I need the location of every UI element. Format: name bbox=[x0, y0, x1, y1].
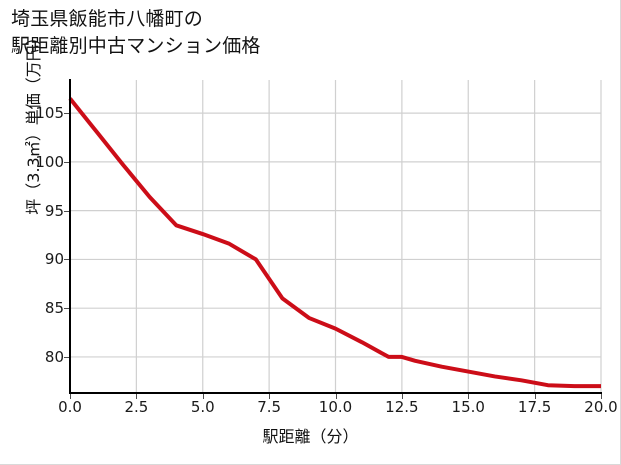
price-line-series bbox=[68, 97, 601, 389]
y-tick-label: 80 bbox=[44, 347, 64, 366]
y-tick-mark bbox=[64, 161, 69, 163]
y-tick-mark bbox=[64, 210, 69, 212]
x-axis-spine bbox=[69, 392, 602, 394]
x-tick-mark bbox=[70, 394, 71, 399]
data-series-svg bbox=[68, 80, 602, 393]
x-tick-mark bbox=[534, 394, 536, 399]
x-tick-label: 2.5 bbox=[124, 398, 149, 416]
x-tick-label: 7.5 bbox=[257, 398, 282, 416]
y-axis-tick-labels: 80 85 90 95 100 105 bbox=[14, 0, 64, 465]
x-tick-label: 0.0 bbox=[58, 398, 82, 416]
y-axis-title: 坪（3.3㎡）単価（万円） bbox=[24, 29, 43, 215]
x-tick-mark bbox=[468, 394, 470, 399]
x-axis-title: 駅距離（分） bbox=[262, 427, 359, 446]
y-tick-label: 100 bbox=[35, 152, 64, 171]
y-tick-mark bbox=[64, 113, 69, 115]
vertical-gridlines bbox=[69, 80, 602, 393]
x-tick-mark bbox=[335, 394, 337, 399]
y-axis-spine bbox=[69, 79, 71, 394]
plot-area bbox=[68, 80, 602, 393]
y-tick-label: 95 bbox=[44, 201, 64, 220]
x-tick-mark bbox=[202, 394, 204, 399]
y-tick-label: 85 bbox=[44, 299, 64, 318]
x-tick-label: 20.0 bbox=[584, 398, 618, 416]
x-tick-mark bbox=[601, 394, 602, 399]
x-tick-mark bbox=[136, 394, 138, 399]
x-tick-label: 17.5 bbox=[517, 398, 552, 416]
x-tick-mark bbox=[401, 394, 403, 399]
y-tick-mark bbox=[64, 308, 69, 310]
x-tick-mark bbox=[269, 394, 271, 399]
y-tick-label: 90 bbox=[44, 250, 64, 269]
x-tick-label: 12.5 bbox=[385, 398, 419, 416]
chart-title: 埼玉県飯能市八幡町の 駅距離別中古マンション価格 bbox=[11, 8, 261, 57]
y-tick-mark bbox=[64, 356, 69, 358]
y-tick-label: 105 bbox=[35, 104, 64, 123]
x-tick-label: 15.0 bbox=[451, 398, 485, 416]
x-tick-label: 10.0 bbox=[318, 398, 353, 416]
y-tick-mark bbox=[64, 259, 69, 261]
y-axis-title-wrapper: 坪（3.3㎡）単価（万円） bbox=[20, 0, 44, 272]
x-tick-label: 5.0 bbox=[190, 398, 215, 416]
